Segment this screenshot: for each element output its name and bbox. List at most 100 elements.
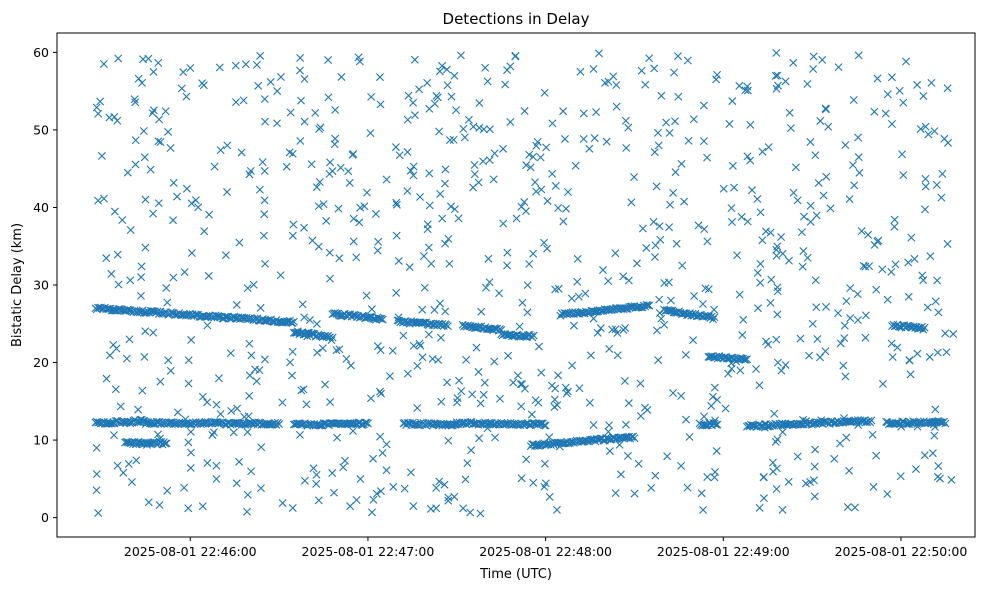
clutter-point bbox=[517, 474, 526, 483]
clutter-point bbox=[683, 56, 692, 65]
clutter-point bbox=[296, 136, 305, 145]
clutter-point bbox=[92, 103, 101, 112]
clutter-point bbox=[937, 193, 946, 202]
clutter-point bbox=[107, 269, 116, 278]
clutter-point bbox=[410, 111, 419, 120]
clutter-point bbox=[215, 63, 224, 72]
clutter-point bbox=[569, 321, 578, 330]
clutter-point bbox=[307, 160, 316, 169]
track-point bbox=[529, 331, 538, 340]
clutter-point bbox=[231, 61, 240, 70]
clutter-point bbox=[375, 73, 384, 82]
clutter-point bbox=[376, 346, 385, 355]
clutter-point bbox=[105, 351, 114, 360]
clutter-point bbox=[125, 335, 134, 344]
y-tick-label: 0 bbox=[41, 510, 49, 525]
clutter-point bbox=[799, 247, 808, 255]
clutter-point bbox=[540, 482, 549, 491]
clutter-point bbox=[727, 204, 736, 213]
clutter-point bbox=[752, 365, 761, 373]
clutter-point bbox=[781, 77, 790, 86]
clutter-point bbox=[870, 107, 879, 116]
clutter-point bbox=[324, 93, 333, 102]
clutter-point bbox=[481, 283, 490, 292]
clutter-point bbox=[835, 439, 844, 448]
clutter-point bbox=[333, 433, 342, 442]
clutter-point bbox=[216, 146, 225, 155]
clutter-point bbox=[777, 233, 786, 242]
clutter-point bbox=[485, 156, 494, 165]
clutter-point bbox=[140, 352, 149, 361]
track-point bbox=[920, 323, 929, 332]
clutter-point bbox=[935, 474, 944, 483]
clutter-point bbox=[641, 80, 650, 89]
clutter-point bbox=[440, 480, 449, 489]
clutter-point bbox=[797, 228, 806, 237]
clutter-point bbox=[475, 99, 484, 108]
clutter-point bbox=[677, 159, 686, 168]
clutter-point bbox=[703, 237, 712, 246]
track-point bbox=[363, 419, 372, 428]
clutter-point bbox=[728, 161, 737, 170]
clutter-point bbox=[438, 214, 447, 223]
clutter-point bbox=[899, 171, 908, 180]
clutter-point bbox=[199, 81, 208, 90]
clutter-point bbox=[436, 299, 445, 308]
clutter-point bbox=[495, 394, 504, 403]
clutter-point bbox=[873, 74, 882, 83]
clutter-point bbox=[786, 420, 795, 429]
clutter-point bbox=[382, 466, 391, 475]
clutter-point bbox=[266, 78, 275, 87]
clutter-point bbox=[256, 484, 265, 493]
clutter-point bbox=[732, 357, 741, 366]
clutter-point bbox=[855, 168, 864, 177]
clutter-point bbox=[916, 124, 925, 133]
clutter-point bbox=[339, 463, 348, 472]
clutter-point bbox=[484, 254, 493, 263]
clutter-point bbox=[589, 421, 598, 429]
clutter-point bbox=[166, 144, 175, 152]
clutter-point bbox=[921, 122, 930, 131]
clutter-point bbox=[585, 398, 594, 407]
clutter-point bbox=[186, 448, 195, 457]
clutter-point bbox=[336, 163, 345, 172]
clutter-point bbox=[114, 54, 123, 63]
clutter-point bbox=[777, 366, 786, 375]
clutter-point bbox=[163, 486, 172, 495]
clutter-point bbox=[604, 427, 613, 436]
clutter-point bbox=[94, 196, 103, 205]
track-point bbox=[541, 421, 550, 430]
clutter-point bbox=[300, 75, 309, 84]
clutter-point bbox=[913, 80, 922, 89]
clutter-point bbox=[346, 361, 355, 370]
clutter-point bbox=[883, 295, 892, 304]
clutter-point bbox=[257, 443, 266, 452]
clutter-point bbox=[608, 325, 617, 334]
clutter-point bbox=[808, 319, 817, 328]
clutter-point bbox=[394, 313, 403, 322]
clutter-point bbox=[605, 447, 614, 456]
clutter-point bbox=[543, 244, 552, 253]
track-point bbox=[642, 301, 651, 310]
clutter-point bbox=[212, 461, 221, 470]
clutter-point bbox=[638, 224, 647, 233]
track-point bbox=[272, 420, 281, 429]
clutter-point bbox=[845, 195, 854, 204]
clutter-point bbox=[102, 254, 111, 263]
clutter-point bbox=[784, 477, 793, 486]
clutter-point bbox=[778, 249, 787, 258]
track-point bbox=[287, 318, 296, 327]
clutter-point bbox=[596, 324, 605, 333]
clutter-point bbox=[318, 344, 327, 353]
clutter-point bbox=[789, 58, 798, 67]
x-axis: 2025-08-01 22:46:00 2025-08-01 22:47:00 20… bbox=[124, 537, 967, 559]
clutter-point bbox=[611, 249, 620, 258]
clutter-point bbox=[153, 430, 162, 439]
clutter-point bbox=[169, 273, 178, 282]
clutter-point bbox=[509, 378, 518, 387]
clutter-point bbox=[416, 192, 425, 201]
clutter-point bbox=[684, 136, 693, 145]
clutter-point bbox=[798, 262, 807, 271]
clutter-point bbox=[444, 496, 453, 505]
clutter-point bbox=[522, 455, 531, 464]
